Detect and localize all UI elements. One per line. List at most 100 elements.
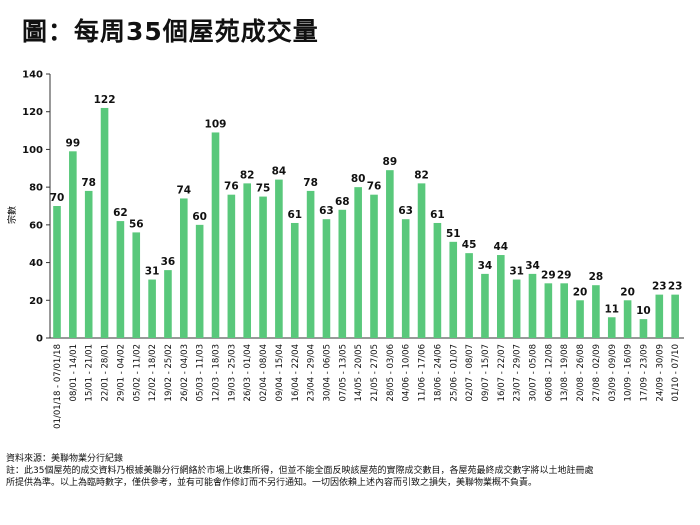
bar-value-label: 63	[398, 205, 413, 217]
y-tick-label: 60	[29, 220, 43, 231]
x-tick-label: 30/04 - 06/05	[322, 344, 332, 401]
bar-value-label: 74	[176, 184, 191, 196]
bar-value-label: 29	[557, 269, 572, 281]
x-tick-label: 02/07 - 08/07	[465, 344, 475, 401]
bar-value-label: 82	[414, 169, 429, 181]
x-tick-label: 23/07 - 29/07	[513, 344, 523, 401]
bar	[576, 300, 584, 338]
bar-value-label: 10	[636, 305, 651, 317]
x-tick-label: 26/02 - 04/03	[180, 344, 190, 401]
x-tick-label: 20/08 - 26/08	[576, 344, 586, 401]
bar	[84, 190, 93, 338]
x-tick-labels: 01/01/18 - 07/01/18 08/01 - 14/01 15/01 - …	[53, 344, 681, 429]
bar-value-label: 78	[303, 177, 318, 189]
bar-value-label: 61	[430, 209, 445, 221]
bar	[211, 132, 220, 338]
x-tick-label: 04/06 - 10/06	[402, 344, 412, 401]
x-tick-label: 13/08 - 19/08	[560, 344, 570, 401]
bar-value-label: 99	[66, 137, 81, 149]
bar-value-label: 44	[493, 241, 508, 253]
bar-value-label: 23	[668, 281, 683, 293]
bar-value-label: 45	[462, 239, 477, 251]
footer: 資料來源：美聯物業分行紀錄 註：此35個屋苑的成交資料乃根據美聯分行網絡於市場上…	[6, 453, 696, 489]
x-tick-label: 22/01 - 28/01	[101, 344, 111, 401]
y-tick-label: 100	[22, 145, 43, 156]
x-tick-label: 30/07 - 05/08	[529, 344, 539, 401]
x-tick-label: 21/05 - 27/05	[370, 344, 380, 401]
bar-value-label: 89	[383, 156, 398, 168]
bar	[164, 270, 172, 338]
bar	[290, 222, 299, 338]
bar	[69, 151, 77, 338]
bar	[607, 317, 616, 338]
bar	[512, 279, 521, 338]
x-tick-label: 10/09 - 16/09	[624, 344, 634, 401]
x-tick-label: 26/03 - 01/04	[243, 344, 253, 401]
x-tick-label: 05/03 - 11/03	[196, 344, 206, 401]
bar-value-label: 11	[604, 303, 619, 315]
bar-value-label: 62	[113, 207, 128, 219]
x-tick-label: 05/02 - 11/02	[132, 344, 142, 401]
bar-value-label: 68	[335, 196, 350, 208]
bar-value-label: 34	[478, 260, 493, 272]
bar-value-label: 80	[351, 173, 366, 185]
bar	[639, 319, 648, 338]
bar	[671, 294, 679, 338]
x-tick-label: 27/08 - 02/09	[592, 344, 602, 401]
bar	[370, 194, 378, 338]
y-axis-label: 宗數	[6, 206, 18, 224]
bar-value-label: 34	[525, 260, 540, 272]
bar-value-label: 56	[129, 218, 144, 230]
disclaimer-line-1: 註：此35個屋苑的成交資料乃根據美聯分行網絡於市場上收集所得，但並不能全面反映該…	[6, 466, 594, 476]
x-tick-label: 12/03 - 18/03	[212, 344, 222, 401]
bar	[53, 206, 61, 338]
bar-value-label: 70	[50, 192, 65, 204]
y-tick-label: 80	[29, 183, 43, 194]
bar	[243, 183, 252, 338]
x-tick-label: 08/01 - 14/01	[69, 344, 79, 401]
x-tick-label: 02/04 - 08/04	[259, 344, 269, 401]
bar-value-label: 60	[192, 211, 207, 223]
y-tick-label: 0	[36, 334, 43, 345]
x-tick-label: 06/08 - 12/08	[544, 344, 554, 401]
bar	[306, 190, 315, 338]
bar-value-label: 31	[509, 266, 524, 278]
x-tick-label: 19/03 - 25/03	[227, 344, 237, 401]
bar-value-label: 63	[319, 205, 334, 217]
bar	[322, 219, 331, 338]
value-labels: 7099781226256313674601097682758461786368…	[50, 94, 683, 317]
bar	[449, 241, 458, 338]
x-tick-label: 16/04 - 22/04	[291, 344, 301, 401]
bar-value-label: 61	[287, 209, 302, 221]
x-tick-label: 28/05 - 03/06	[386, 344, 396, 401]
x-tick-label: 03/09 - 09/09	[608, 344, 618, 401]
bar	[386, 170, 394, 338]
x-tick-label: 07/05 - 13/05	[338, 344, 348, 401]
x-tick-label: 16/07 - 22/07	[497, 344, 507, 401]
bar	[401, 219, 410, 338]
bar	[417, 183, 426, 338]
bar-value-label: 23	[652, 281, 667, 293]
x-tick-label: 25/06 - 01/07	[449, 344, 459, 401]
bar-value-label: 20	[573, 286, 588, 298]
bar-value-label: 20	[620, 286, 635, 298]
x-tick-label: 18/06 - 24/06	[433, 344, 443, 401]
x-tick-label: 01/10 - 07/10	[671, 344, 681, 401]
x-tick-label: 17/09 - 23/09	[639, 344, 649, 401]
x-tick-label: 12/02 - 18/02	[148, 344, 158, 401]
bar-value-label: 51	[446, 228, 461, 240]
bar-value-label: 31	[145, 266, 160, 278]
bar	[496, 255, 505, 338]
x-tick-label: 23/04 - 29/04	[307, 344, 317, 401]
bar-value-label: 76	[224, 181, 239, 193]
x-tick-label: 11/06 - 17/06	[418, 344, 428, 401]
bar	[259, 196, 267, 338]
bar-value-label: 84	[272, 166, 287, 178]
bar	[100, 107, 109, 338]
y-tick-label: 140	[22, 70, 43, 81]
x-tick-label: 24/09 - 30/09	[655, 344, 665, 401]
bar	[433, 222, 442, 338]
bar	[227, 194, 236, 338]
disclaimer-line-2: 所提供為準。以上為臨時數字，僅供參考，並有可能會作修訂而不另行通知。一切因依賴上…	[6, 478, 538, 488]
